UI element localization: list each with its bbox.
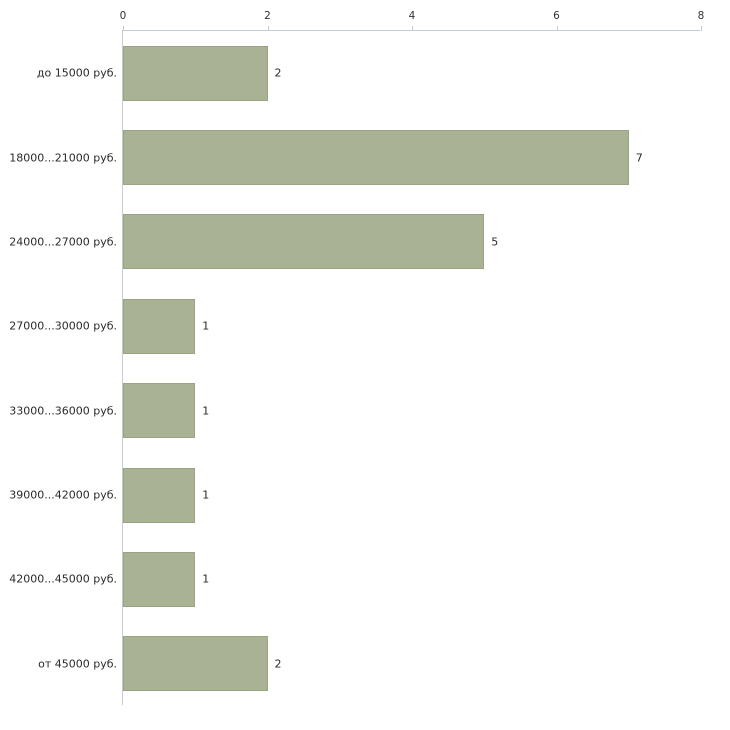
category-label: от 45000 руб. (38, 657, 117, 671)
x-axis-tick-label: 4 (408, 10, 416, 22)
bar-row: от 45000 руб. 2 (38, 636, 701, 692)
value-label: 7 (635, 151, 643, 165)
category-label: до 15000 руб. (36, 66, 117, 80)
x-axis-tick (701, 26, 702, 31)
bar (123, 45, 268, 101)
bar-row: до 15000 руб. 2 (37, 45, 701, 101)
bar (123, 551, 196, 607)
value-label: 1 (202, 319, 210, 333)
category-label: 24000...27000 руб. (9, 235, 117, 249)
category-label: 27000...30000 руб. (9, 319, 117, 333)
bar-row: 42000...45000 руб. 1 (9, 551, 701, 607)
bar (123, 383, 196, 439)
x-axis-tick (556, 26, 558, 31)
bar-row: 18000...21000 руб. 7 (9, 130, 701, 186)
bar-row: 33000...36000 руб. 1 (9, 383, 701, 439)
category-label: 42000...45000 руб. (9, 572, 117, 586)
category-label: 33000...36000 руб. (9, 404, 117, 418)
value-label: 1 (202, 488, 210, 502)
value-label: 2 (274, 657, 282, 671)
x-axis-tick-label: 2 (264, 10, 271, 22)
bar-row: 27000...30000 руб. 1 (9, 298, 701, 354)
x-axis-tick (412, 26, 413, 31)
x-axis-tick-label: 0 (119, 10, 127, 22)
x-axis-tick (267, 26, 269, 31)
category-label: 39000...42000 руб. (9, 488, 117, 502)
x-axis-tick-label: 8 (697, 10, 705, 22)
bar-row: 39000...42000 руб. 1 (9, 467, 701, 523)
value-label: 2 (274, 66, 282, 80)
bar (123, 467, 196, 523)
bar (123, 298, 196, 354)
x-axis-tick-label: 6 (553, 10, 560, 22)
bar-row: 24000...27000 руб. 5 (9, 214, 701, 270)
bar (123, 636, 268, 692)
plot-area: 0 2 4 6 8 до 15000 руб. 2 18000...21000 руб. 7 24… (9, 10, 704, 705)
category-label: 18000...21000 руб. (9, 151, 117, 165)
value-label: 1 (202, 404, 210, 418)
value-label: 1 (202, 572, 210, 586)
bar (123, 130, 629, 186)
bar (123, 214, 485, 270)
value-label: 5 (491, 235, 499, 249)
x-axis-tick (123, 26, 124, 31)
